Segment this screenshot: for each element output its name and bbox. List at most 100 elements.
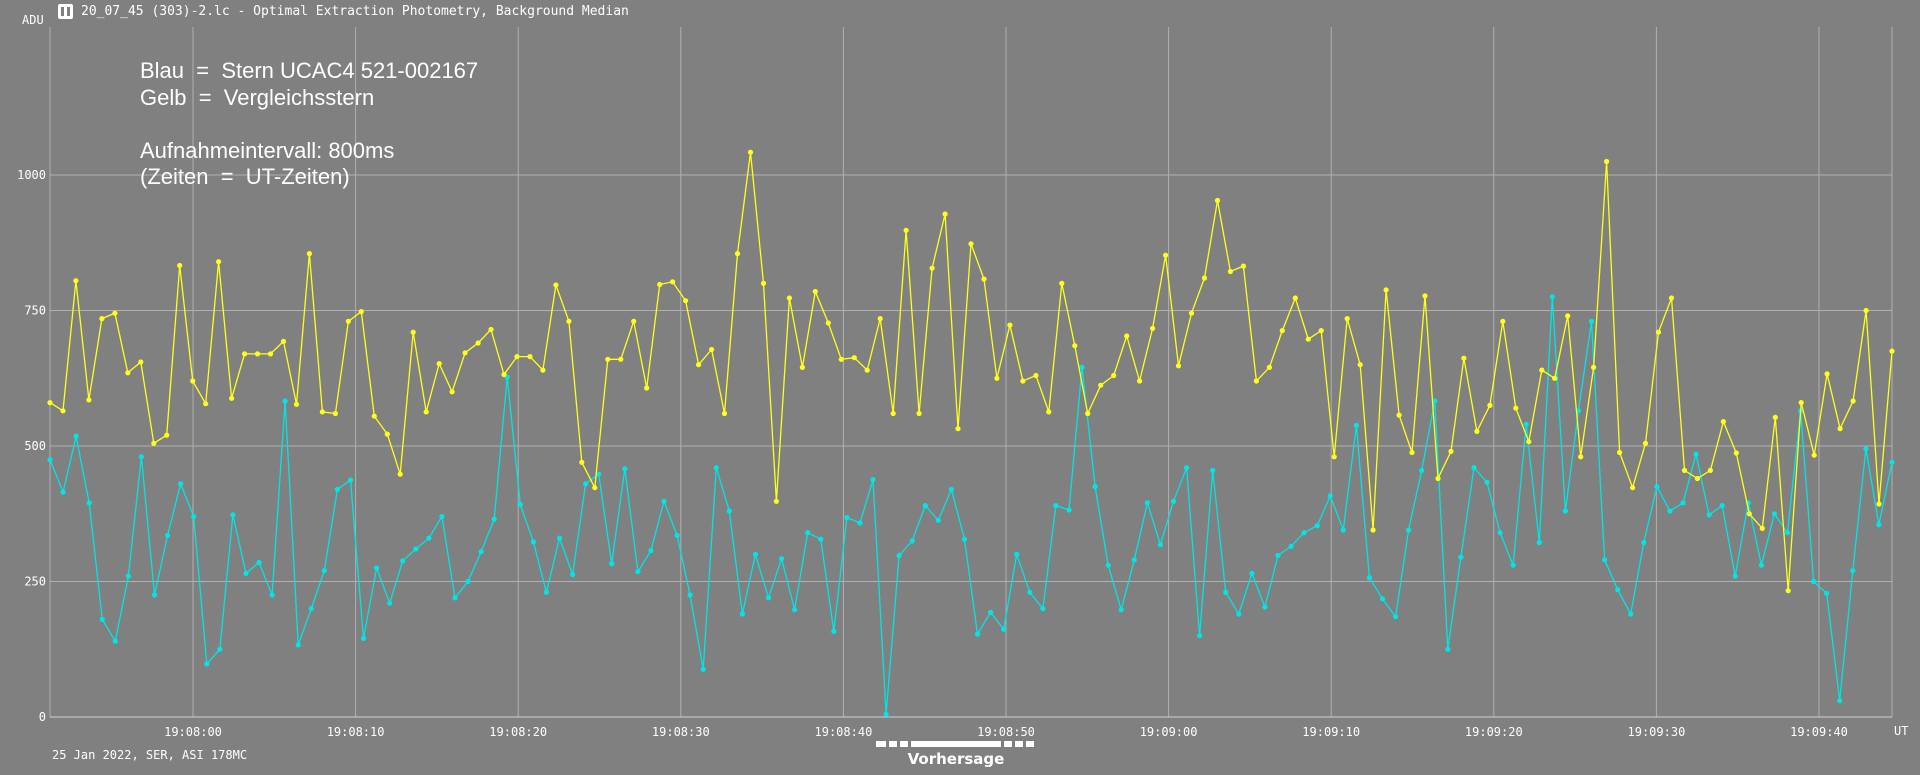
data-point-blau	[1001, 626, 1007, 632]
data-point-blau	[1340, 527, 1346, 533]
data-point-gelb	[1175, 363, 1182, 369]
data-point-blau	[870, 477, 876, 483]
chart-annotation: Blau = Stern UCAC4 521-002167 Gelb = Ver…	[140, 58, 478, 191]
data-point-gelb	[177, 262, 183, 269]
data-point-blau	[282, 398, 288, 404]
data-point-gelb	[1642, 440, 1649, 446]
annotation-line-5: (Zeiten = UT-Zeiten)	[140, 164, 350, 189]
x-tick-label: 19:08:10	[327, 725, 385, 739]
data-point-gelb	[1500, 318, 1506, 324]
data-point-gelb	[670, 279, 676, 285]
data-point-gelb	[799, 364, 806, 370]
data-point-gelb	[1707, 467, 1713, 473]
data-point-gelb	[216, 259, 222, 265]
data-point-gelb	[1759, 525, 1765, 532]
data-point-gelb	[73, 278, 79, 284]
data-point-gelb	[1370, 527, 1376, 533]
data-point-gelb	[1214, 197, 1221, 204]
data-point-gelb	[1850, 398, 1856, 404]
data-point-gelb	[1889, 348, 1895, 354]
data-point-blau	[1079, 364, 1085, 370]
data-point-blau	[1288, 543, 1294, 549]
data-point-blau	[151, 592, 158, 598]
data-point-blau	[426, 535, 432, 541]
window-title: 20_07_45 (303)-2.lc - Optimal Extraction…	[81, 4, 629, 19]
data-point-blau	[779, 556, 785, 562]
data-point-blau	[1654, 484, 1660, 490]
data-point-blau	[73, 433, 79, 439]
data-point-gelb	[683, 298, 689, 304]
data-point-blau	[308, 606, 314, 612]
data-point-gelb	[929, 265, 935, 271]
data-point-gelb	[242, 351, 248, 357]
data-point-blau	[530, 539, 537, 545]
data-point-gelb	[125, 370, 131, 376]
data-point-blau	[1327, 493, 1333, 499]
data-point-gelb	[1357, 362, 1363, 368]
tick-labels: 0 250 500 750 1000 19:08:00 19:08:10 19:08:20 19…	[17, 168, 1848, 739]
data-point-blau	[674, 532, 680, 539]
footer-info: 25 Jan 2022, SER, ASI 178MC	[52, 748, 248, 762]
data-point-blau	[1118, 607, 1124, 613]
data-point-gelb	[1201, 275, 1208, 281]
data-point-gelb	[1591, 364, 1597, 370]
data-point-gelb	[319, 409, 325, 415]
data-point-gelb	[721, 410, 728, 417]
data-point-blau	[1536, 539, 1542, 546]
data-point-blau	[413, 546, 419, 552]
data-point-blau	[99, 616, 105, 623]
data-point-blau	[622, 466, 628, 472]
data-point-gelb	[1020, 378, 1026, 384]
data-point-gelb	[164, 432, 170, 438]
data-point-blau	[596, 471, 602, 477]
data-point-blau	[896, 552, 902, 559]
data-point-blau	[47, 457, 53, 463]
data-point-gelb	[1409, 449, 1415, 456]
data-point-blau	[857, 520, 863, 526]
data-point-blau	[1758, 562, 1764, 568]
data-point-gelb	[1526, 439, 1532, 445]
data-point-gelb	[293, 401, 300, 407]
y-tick-label: 500	[24, 439, 46, 453]
data-point-gelb	[1188, 310, 1195, 316]
data-point-blau	[1053, 503, 1059, 509]
data-point-blau	[635, 569, 641, 575]
data-point-blau	[1680, 500, 1686, 506]
data-point-gelb	[436, 361, 442, 367]
data-point-blau	[1131, 557, 1137, 563]
data-point-blau	[112, 638, 118, 644]
data-point-gelb	[968, 241, 974, 247]
data-point-blau	[609, 561, 615, 567]
data-point-gelb	[1617, 449, 1623, 456]
data-point-gelb	[1253, 378, 1259, 384]
data-point-gelb	[1033, 372, 1039, 379]
data-point-gelb	[1124, 333, 1130, 339]
data-point-blau	[661, 498, 667, 504]
data-point-blau	[922, 503, 928, 509]
data-point-gelb	[1733, 450, 1739, 456]
data-point-blau	[60, 489, 66, 495]
data-point-blau	[204, 661, 210, 667]
data-point-blau	[1092, 484, 1098, 490]
data-point-blau	[543, 589, 550, 595]
annotation-line-1: Blau = Stern UCAC4 521-002167	[140, 58, 479, 83]
data-point-blau	[1184, 465, 1190, 471]
y-tick-label: 1000	[17, 168, 46, 182]
data-point-blau	[1066, 507, 1072, 513]
data-point-gelb	[981, 276, 987, 282]
data-point-gelb	[358, 309, 364, 315]
data-point-blau	[713, 465, 719, 471]
data-point-gelb	[1785, 588, 1791, 594]
window-title-bar: 20_07_45 (303)-2.lc - Optimal Extraction…	[58, 4, 629, 19]
forecast-control[interactable]: Vorhersage	[876, 741, 1036, 768]
data-point-blau	[1641, 539, 1647, 546]
data-point-blau	[792, 607, 798, 613]
data-point-gelb	[306, 251, 312, 257]
data-point-blau	[1458, 554, 1464, 560]
y-tick-label: 0	[39, 710, 46, 724]
data-point-blau	[844, 514, 850, 521]
data-point-blau	[243, 570, 249, 577]
data-point-blau	[439, 513, 445, 520]
data-point-gelb	[877, 316, 883, 322]
data-point-gelb	[1720, 419, 1726, 425]
